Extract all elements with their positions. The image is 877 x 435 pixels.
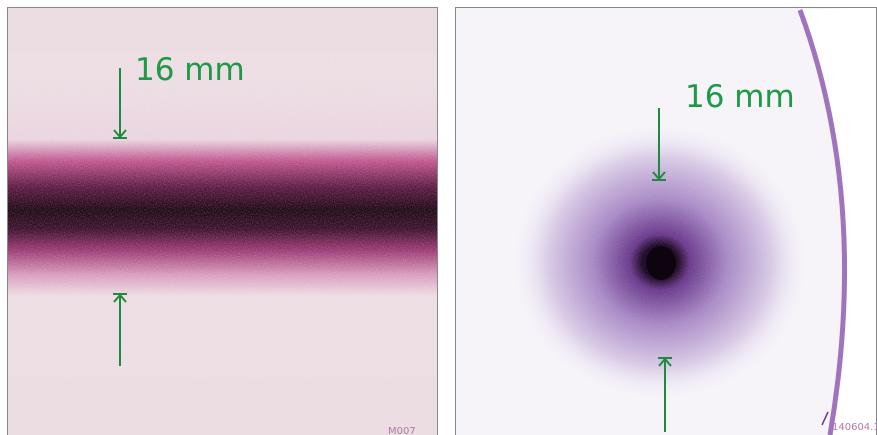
- right-panel: 16 mm 140604.15: [455, 7, 877, 435]
- image-tag: 140604.15: [832, 422, 877, 433]
- beam-core: [646, 246, 676, 280]
- band-texture: [7, 80, 438, 350]
- left-panel: 16 mm M007: [7, 7, 438, 435]
- size-label: 16 mm: [135, 52, 245, 88]
- page: 16 mm M007 16 mm 140604.15 (() => { cons…: [0, 0, 877, 435]
- size-label: 16 mm: [685, 79, 795, 115]
- image-tag: M007: [388, 426, 416, 435]
- figure: 16 mm M007 16 mm 140604.15: [0, 0, 877, 435]
